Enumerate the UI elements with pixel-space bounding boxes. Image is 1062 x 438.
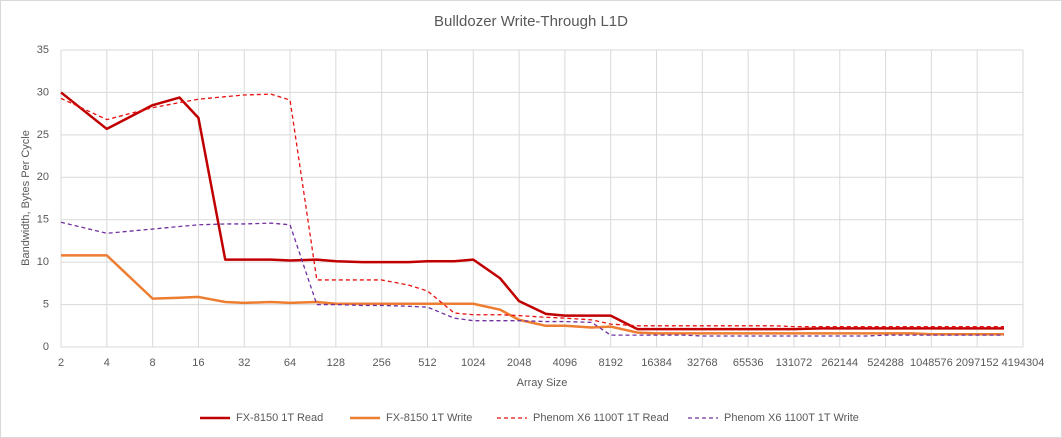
y-tick-label: 10 [37,256,49,268]
data-line [61,254,1004,336]
y-tick-label: 30 [37,86,49,98]
x-tick-label: 524288 [867,357,904,369]
data-line [60,221,1004,337]
x-tick-label: 4194304 [1002,357,1045,369]
legend-label: Phenom X6 1100T 1T Read [533,412,669,424]
x-tick-label: 8192 [598,357,622,369]
y-tick-label: 0 [43,341,49,353]
x-tick-label: 2048 [507,357,531,369]
y-tick-label: 35 [37,44,49,56]
x-tick-label: 4096 [553,357,577,369]
y-tick-label: 15 [37,214,49,226]
x-tick-label: 256 [372,357,390,369]
data-line [60,91,1004,331]
legend-label: Phenom X6 1100T 1T Write [724,412,859,424]
x-tick-label: 64 [284,357,296,369]
x-tick-label: 4 [104,357,110,369]
x-tick-label: 16384 [641,357,672,369]
x-tick-label: 16 [192,357,204,369]
x-tick-label: 32768 [687,357,718,369]
x-tick-label: 128 [327,357,345,369]
x-tick-label: 131072 [776,357,813,369]
y-tick-label: 5 [43,298,49,310]
data-line [60,93,1004,328]
x-axis-label: Array Size [517,377,568,389]
x-tick-label: 2 [58,357,64,369]
x-tick-label: 512 [418,357,436,369]
y-tick-label: 20 [37,171,49,183]
x-tick-label: 32 [238,357,250,369]
x-tick-label: 262144 [821,357,858,369]
legend-label: FX-8150 1T Write [386,412,472,424]
x-tick-label: 2097152 [956,357,999,369]
chart-title: Bulldozer Write-Through L1D [434,13,628,30]
y-axis-label: Bandwidth, Bytes Per Cycle [20,130,32,266]
x-tick-label: 1048576 [910,357,953,369]
x-tick-label: 1024 [461,357,485,369]
x-tick-label: 65536 [733,357,764,369]
legend-label: FX-8150 1T Read [236,412,323,424]
x-tick-label: 8 [150,357,156,369]
y-tick-label: 25 [37,129,49,141]
